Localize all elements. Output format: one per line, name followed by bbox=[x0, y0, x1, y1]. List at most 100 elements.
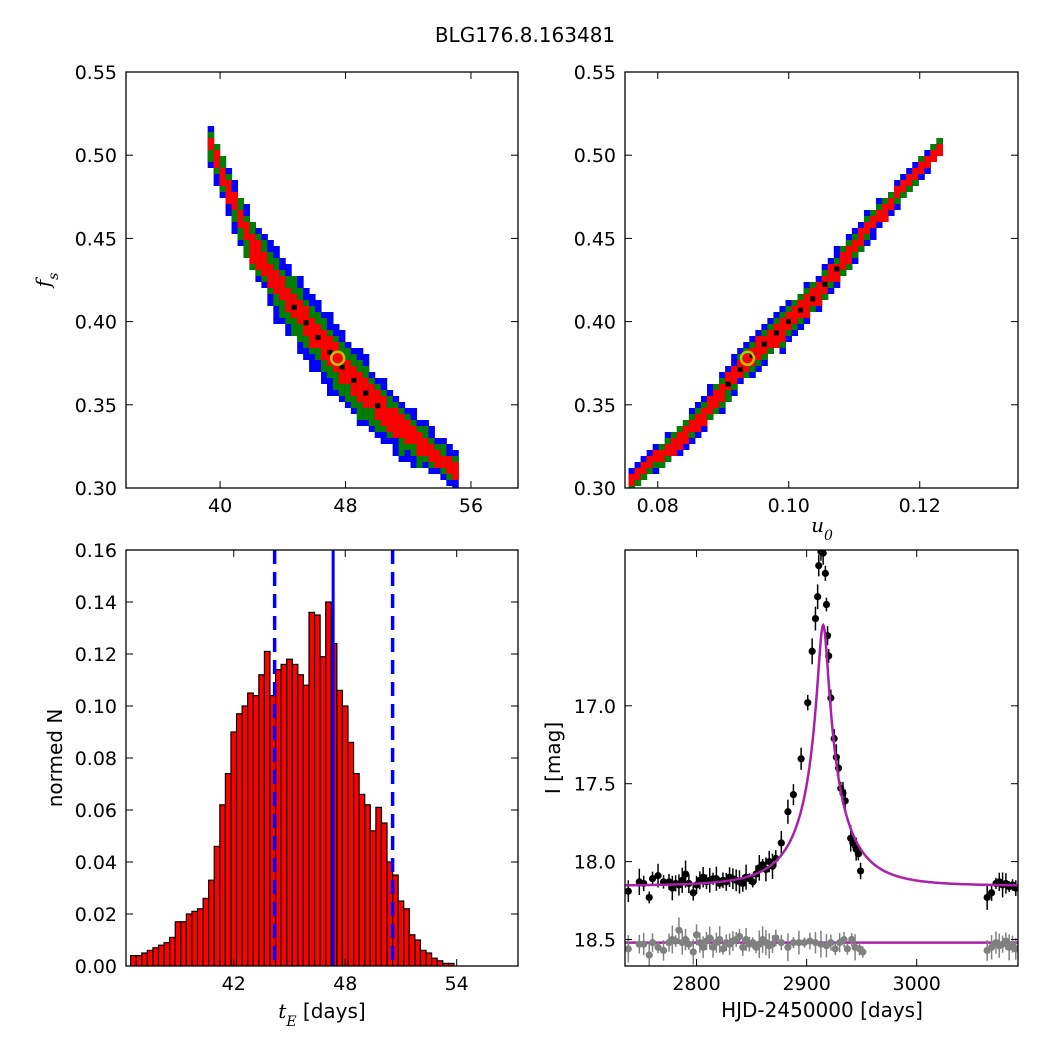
histogram-bar bbox=[319, 655, 327, 966]
y-tick-label: 0.50 bbox=[75, 145, 117, 167]
density-cell bbox=[779, 318, 786, 342]
model-curve bbox=[625, 622, 1018, 887]
mode-cell bbox=[810, 296, 816, 302]
data-point bbox=[827, 939, 835, 947]
y-tick-label: 0.35 bbox=[574, 395, 616, 417]
histogram-bar bbox=[397, 900, 405, 966]
x-tick-label: 0.12 bbox=[899, 495, 941, 517]
label-symbol: u bbox=[811, 513, 824, 537]
density-cell bbox=[422, 438, 429, 456]
histogram-bar bbox=[347, 741, 355, 966]
density-cell bbox=[815, 282, 823, 306]
histogram-bar bbox=[152, 947, 160, 966]
data-point bbox=[659, 946, 668, 955]
data-point bbox=[822, 600, 831, 609]
density-cell bbox=[628, 474, 636, 486]
density-cell bbox=[676, 432, 684, 450]
histogram-bar bbox=[414, 939, 422, 966]
data-point bbox=[815, 561, 823, 570]
histogram-bar bbox=[280, 663, 288, 966]
data-point bbox=[806, 937, 814, 945]
density-cell bbox=[398, 414, 406, 438]
histogram-bar bbox=[419, 949, 427, 966]
mode-cell bbox=[725, 381, 731, 387]
y-tick-label: 0.30 bbox=[75, 478, 117, 500]
data-point bbox=[784, 808, 792, 816]
density-cell bbox=[634, 468, 642, 480]
histogram-bar bbox=[169, 936, 176, 966]
density-cell bbox=[906, 174, 913, 186]
histogram-bar bbox=[135, 954, 143, 966]
density-cell bbox=[894, 186, 901, 198]
mode-cell bbox=[761, 341, 767, 347]
density-cell bbox=[356, 372, 364, 402]
data-point bbox=[772, 934, 780, 942]
histogram-bar bbox=[336, 689, 344, 966]
density-cell bbox=[646, 456, 654, 468]
histogram-bar bbox=[408, 934, 416, 966]
data-point bbox=[648, 875, 657, 883]
density-cell bbox=[344, 360, 352, 384]
label-subscript: E bbox=[285, 1014, 296, 1030]
density-cell bbox=[332, 342, 340, 372]
histogram-bar bbox=[141, 952, 148, 966]
density-cell bbox=[452, 462, 459, 480]
data-point bbox=[821, 569, 829, 577]
density-cell bbox=[309, 318, 316, 348]
data-point bbox=[856, 867, 865, 875]
mode-cell bbox=[834, 266, 840, 272]
data-point bbox=[640, 940, 648, 948]
density-cell bbox=[845, 246, 853, 264]
data-point bbox=[749, 878, 757, 886]
histogram-bar bbox=[375, 806, 383, 966]
y-tick-label: 0.50 bbox=[574, 145, 616, 167]
histogram-bar bbox=[364, 804, 371, 966]
density-cell bbox=[851, 240, 859, 252]
density-cell bbox=[688, 420, 696, 432]
histogram-bar bbox=[196, 908, 204, 966]
data-point bbox=[675, 926, 683, 934]
best-fit-marker bbox=[739, 350, 756, 366]
histogram-bar bbox=[403, 908, 410, 966]
density-cell bbox=[261, 252, 268, 276]
density-cell bbox=[237, 210, 245, 228]
plot-area bbox=[207, 126, 459, 488]
histogram-bar bbox=[274, 668, 282, 966]
histogram-bar bbox=[191, 910, 199, 966]
density-cell bbox=[434, 450, 441, 468]
density-cell bbox=[386, 408, 394, 432]
density-cell bbox=[863, 222, 871, 234]
y-axis-label: fs bbox=[31, 273, 62, 290]
density-cell bbox=[297, 300, 304, 324]
mode-cell bbox=[351, 377, 357, 383]
histogram-bar bbox=[325, 601, 332, 966]
mode-cell bbox=[291, 304, 297, 310]
y-tick-label: 0.40 bbox=[75, 312, 117, 334]
histogram-bar bbox=[425, 952, 433, 966]
density-cell bbox=[930, 150, 937, 162]
density-cell bbox=[725, 372, 732, 390]
histogram-bar bbox=[219, 804, 226, 966]
histogram-bar bbox=[202, 897, 210, 966]
plot-area bbox=[628, 138, 943, 488]
histogram-bar bbox=[163, 941, 171, 966]
density-cell bbox=[392, 408, 400, 438]
data-point bbox=[689, 889, 697, 897]
data-point bbox=[800, 939, 809, 947]
y-tick-label: 18.0 bbox=[574, 852, 616, 874]
plot-area bbox=[130, 550, 455, 966]
y-tick-label: 0.35 bbox=[75, 395, 117, 417]
density-cell bbox=[285, 288, 292, 312]
density-cell bbox=[664, 444, 672, 456]
data-point bbox=[777, 839, 785, 847]
density-cell bbox=[446, 456, 453, 474]
y-axis-label: normed N bbox=[43, 709, 67, 808]
y-tick-label: 0.40 bbox=[574, 312, 616, 334]
panel-u0-vs-fs: 0.08 0.10 0.12 0.30 0.35 0.40 0.45 0.50 0.55 u0 bbox=[574, 62, 1019, 544]
y-tick-label: 0.14 bbox=[75, 592, 117, 614]
axes-frame bbox=[624, 71, 1019, 489]
data-point bbox=[854, 850, 862, 858]
data-point bbox=[1012, 945, 1018, 953]
density-cell bbox=[743, 354, 750, 372]
y-tick-label: 0.04 bbox=[75, 852, 117, 874]
